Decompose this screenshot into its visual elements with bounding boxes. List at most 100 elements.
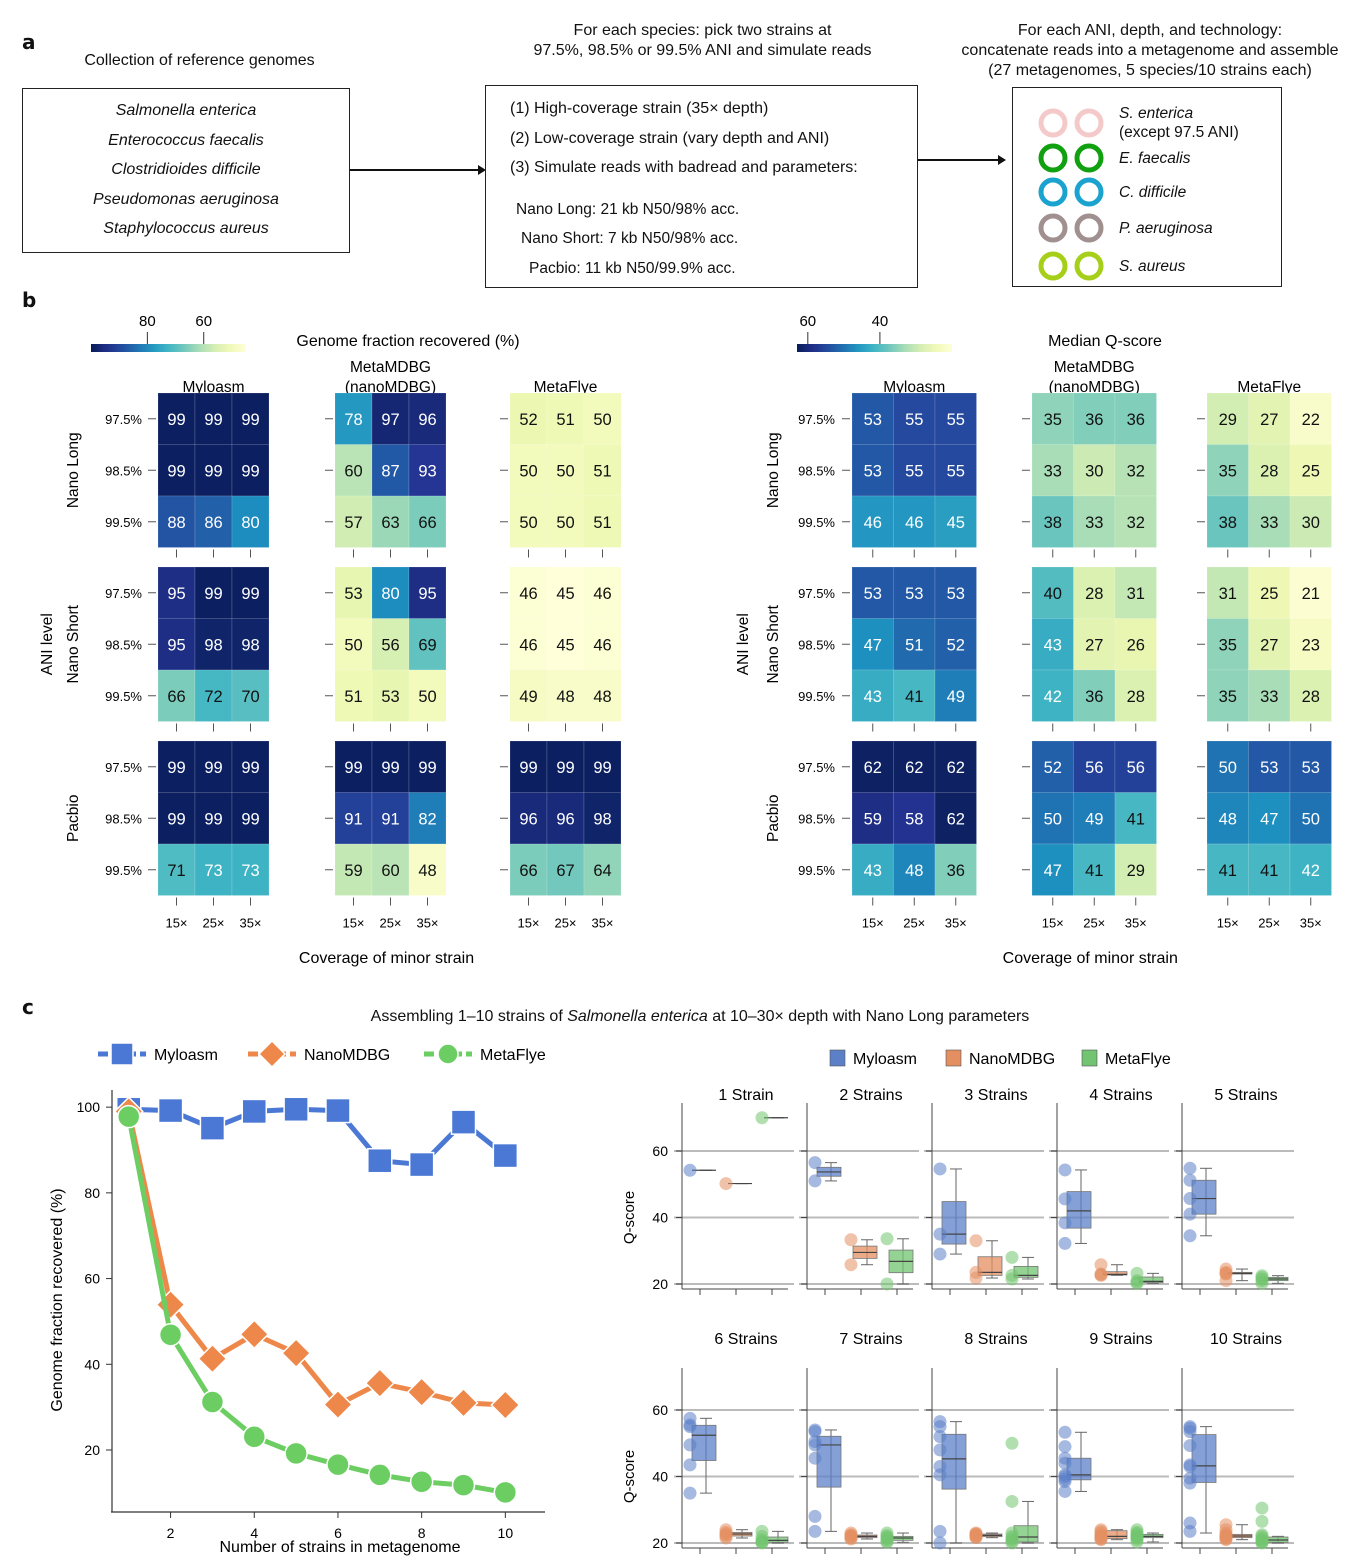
heatmap-cell-value: 99 — [344, 759, 362, 777]
coverage-tick-label: 25× — [1083, 916, 1105, 931]
heatmap-cell-value: 50 — [1219, 759, 1237, 777]
technology-label: Nano Long — [65, 432, 82, 508]
heatmap-cell — [231, 495, 270, 548]
heatmap-cell — [1289, 843, 1332, 896]
heatmap-cell — [408, 843, 447, 896]
heatmap-cell — [194, 669, 233, 722]
legend-label: NanoMDBG — [304, 1047, 390, 1064]
heatmap-cell-value: 91 — [344, 810, 362, 828]
data-point — [683, 1438, 697, 1452]
coverage-tick-label: 35× — [1300, 916, 1322, 931]
panel-b-label: b — [22, 288, 37, 312]
heatmap-cell-value: 56 — [1085, 759, 1103, 777]
heatmap-cell — [1248, 444, 1291, 497]
legend-label: Myloasm — [853, 1051, 917, 1068]
box-panel-title: 10 Strains — [1210, 1331, 1282, 1348]
heatmap-cell — [509, 740, 548, 793]
heatmap-cell-value: 96 — [556, 810, 574, 828]
heatmap-cell-value: 99 — [556, 759, 574, 777]
data-point — [1094, 1268, 1108, 1282]
heatmap-cell-value: 62 — [947, 759, 965, 777]
heatmap-cell-value: 66 — [519, 862, 537, 880]
heatmap-cell — [1073, 843, 1116, 896]
heatmap-cell — [583, 392, 622, 445]
colorbar-tick-label: 40 — [872, 313, 889, 330]
heatmap-cell — [546, 444, 585, 497]
data-point — [1005, 1494, 1019, 1508]
data-point — [1005, 1250, 1019, 1264]
strain-legend: S. enterica (except 97.5 ANI) E. faecalis C… — [1038, 105, 1239, 281]
coverage-tick-label: 15× — [342, 916, 364, 931]
heatmap-cell — [893, 669, 936, 722]
heatmap-cell — [1114, 444, 1157, 497]
heatmap-cell — [934, 566, 977, 619]
heatmap-cell-value: 50 — [556, 514, 574, 532]
heatmap-cell — [1289, 740, 1332, 793]
colorbar-tick-label: 80 — [139, 313, 156, 330]
data-point — [1183, 1460, 1197, 1474]
heatmap-cell-value: 72 — [204, 688, 222, 706]
coverage-axis-label: Coverage of minor strain — [299, 950, 474, 967]
heatmap-cell — [934, 495, 977, 548]
heatmap-cell-value: 46 — [593, 585, 611, 603]
heatmap-cell — [334, 495, 373, 548]
heatmap-cell — [1248, 392, 1291, 445]
assembler-header: MetaFlye — [534, 379, 598, 396]
ani-axis-label: ANI level — [735, 613, 752, 675]
species-item: Enterococcus faecalis — [108, 131, 264, 149]
heatmap-cell-value: 80 — [241, 514, 259, 532]
heatmap-cell — [231, 392, 270, 445]
strain-ring-icon — [1038, 108, 1068, 138]
heatmap-cell-value: 62 — [864, 759, 882, 777]
heatmap-cell-value: 99 — [241, 462, 259, 480]
panel-c-label: c — [22, 995, 34, 1019]
box-panel-title: 2 Strains — [839, 1087, 902, 1104]
heatmap-cell-value: 59 — [344, 862, 362, 880]
heatmap-cell — [194, 444, 233, 497]
heatmap-cell-value: 36 — [1085, 688, 1103, 706]
heatmap-cell-value: 48 — [905, 862, 923, 880]
data-point — [933, 1227, 947, 1241]
data-point-myloasm — [492, 1142, 519, 1169]
heatmap-cell-value: 99 — [204, 462, 222, 480]
heatmap-cell-value: 33 — [1044, 462, 1062, 480]
data-point — [808, 1156, 822, 1170]
x-axis-label: Number of strains in metagenome — [220, 1539, 461, 1556]
heatmap-cell — [334, 843, 373, 896]
heatmap-cell-value: 29 — [1127, 862, 1145, 880]
heatmap-cell-value: 52 — [519, 411, 537, 429]
ani-tick-label: 98.5% — [798, 811, 835, 826]
heatmap-cell-value: 95 — [418, 585, 436, 603]
heatmap-cell — [1073, 669, 1116, 722]
colorbar-tick-label: 60 — [195, 313, 212, 330]
heatmap-cell-value: 98 — [241, 636, 259, 654]
heatmap-cell-value: 88 — [167, 514, 185, 532]
heatmap-cell-value: 96 — [418, 411, 436, 429]
coverage-tick-label: 25× — [554, 916, 576, 931]
data-point — [1183, 1192, 1197, 1206]
y-tick-label: 80 — [84, 1185, 100, 1201]
series-line-myloasm — [128, 1106, 507, 1168]
heatmap-cell-value: 58 — [905, 810, 923, 828]
data-point-metaflye — [284, 1441, 308, 1466]
heatmap-cell — [1114, 669, 1157, 722]
assembler-header: Myloasm — [883, 379, 945, 396]
data-point-metaflye — [493, 1480, 518, 1505]
heatmap-cell-value: 99 — [418, 759, 436, 777]
heatmap-cell-value: 27 — [1085, 636, 1103, 654]
heatmap-cell — [1206, 444, 1249, 497]
heatmap-cell — [231, 444, 270, 497]
heatmap-cell-value: 50 — [418, 688, 436, 706]
heatmap-cell-value: 51 — [344, 688, 362, 706]
data-point — [1255, 1276, 1269, 1290]
panel-c-title-pre: Assembling 1–10 strains of — [370, 1008, 568, 1025]
heatmap-cell — [157, 392, 196, 445]
data-point-nanomdbg — [197, 1343, 228, 1374]
heatmap-cell — [194, 495, 233, 548]
heatmap-cell-value: 49 — [1085, 810, 1103, 828]
data-point-metaflye — [158, 1322, 183, 1347]
data-point — [880, 1232, 894, 1246]
heatmap-cell — [851, 740, 894, 793]
data-point — [1130, 1276, 1144, 1290]
heatmap-cell-value: 50 — [593, 411, 611, 429]
